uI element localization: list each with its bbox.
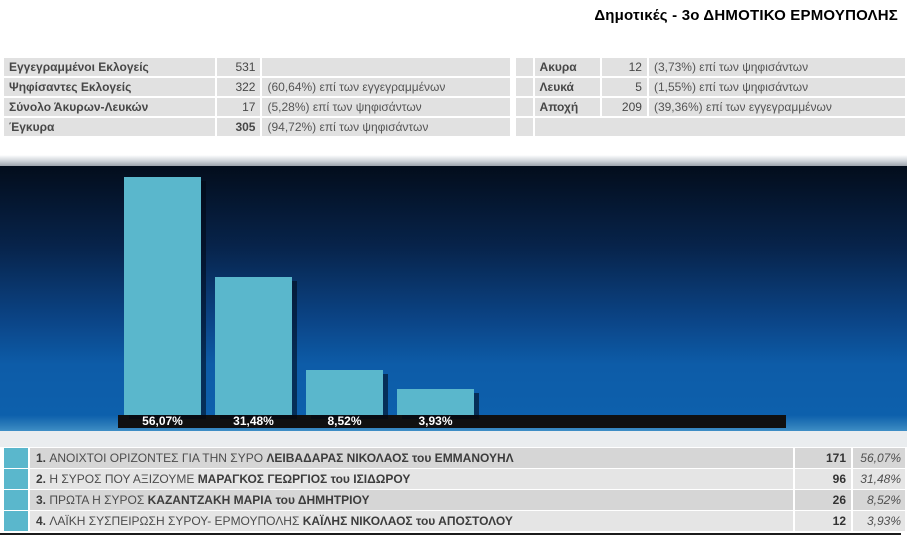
result-votes: 12 [795, 511, 851, 531]
party-color-swatch [4, 469, 28, 489]
chart-plot-area: 56,07% 31,48% 8,52% 3,93% [0, 166, 907, 431]
stat-spacer-cell [515, 118, 533, 136]
chart-bottom-margin [0, 431, 907, 447]
stat-row: Ακυρα 12 (3,73%) επί των ψηφισάντων [515, 58, 905, 76]
result-rank: 4. [36, 514, 50, 528]
results-table: 1. ΑΝΟΙΧΤΟΙ ΟΡΙΖΟΝΤΕΣ ΓΙΑ ΤΗΝ ΣΥΡΟ ΛΕΙΒΑ… [2, 447, 907, 532]
party-color-swatch [4, 448, 28, 468]
stat-value: 17 [216, 98, 261, 116]
chart-bar [215, 277, 292, 415]
stat-label: Ψηφίσαντες Εκλογείς [4, 78, 215, 96]
stat-note: (39,36%) επί των εγγεγραμμένων [648, 98, 905, 116]
party-swatch-cell [4, 448, 28, 468]
stat-row: Σύνολο Άκυρων-Λευκών 17 (5,28%) επί των ψη… [4, 98, 510, 116]
party-swatch-cell [4, 511, 28, 531]
result-votes: 171 [795, 448, 851, 468]
summary-table-left: Εγγεγραμμένοι Εκλογείς 531 Ψηφίσαντες Εκλο… [2, 56, 512, 138]
result-percent: 56,07% [853, 448, 905, 468]
candidate-name: ΚΑΖΑΝΤΖΑΚΗ ΜΑΡΙΑ του ΔΗΜΗΤΡΙΟΥ [147, 493, 370, 507]
stat-row: Ψηφίσαντες Εκλογείς 322 (60,64%) επί των ε… [4, 78, 510, 96]
stat-spacer-cell [515, 98, 533, 116]
candidate-name: ΚΑΪΛΗΣ ΝΙΚΟΛΑΟΣ του ΑΠΟΣΤΟΛΟΥ [302, 514, 513, 528]
result-row: 4. ΛΑΪΚΗ ΣΥΣΠΕΙΡΩΣΗ ΣΥΡΟΥ- ΕΡΜΟΥΠΟΛΗΣ ΚΑ… [4, 511, 905, 531]
stat-note [262, 58, 510, 76]
result-row: 2. Η ΣΥΡΟΣ ΠΟΥ ΑΞΙΖΟΥΜΕ ΜΑΡΑΓΚΟΣ ΓΕΩΡΓΙΟ… [4, 469, 905, 489]
stat-label: Σύνολο Άκυρων-Λευκών [4, 98, 215, 116]
stat-value: 305 [216, 118, 261, 136]
party-name: Η ΣΥΡΟΣ ΠΟΥ ΑΞΙΖΟΥΜΕ [49, 472, 198, 486]
stat-note: (94,72%) επί των ψηφισάντων [262, 118, 510, 136]
stat-label: Ακυρα [534, 58, 600, 76]
summary-table-right: Ακυρα 12 (3,73%) επί των ψηφισάντων Λευκά 5(… [514, 56, 907, 138]
result-votes: 96 [795, 469, 851, 489]
chart-bar [397, 389, 474, 415]
result-percent: 31,48% [853, 469, 905, 489]
party-swatch-cell [4, 469, 28, 489]
chart-bar-value-label: 56,07% [142, 414, 183, 428]
page-title: Δημοτικές - 3ο ΔΗΜΟΤΙΚΟ ΕΡΜΟΥΠΟΛΗΣ [594, 7, 898, 24]
stat-spacer-cell [515, 58, 533, 76]
stat-value: 531 [216, 58, 261, 76]
candidate-name: ΜΑΡΑΓΚΟΣ ΓΕΩΡΓΙΟΣ του ΙΣΙΔΩΡΟΥ [197, 472, 411, 486]
stat-spacer-cell [515, 78, 533, 96]
party-name: ΛΑΪΚΗ ΣΥΣΠΕΙΡΩΣΗ ΣΥΡΟΥ- ΕΡΜΟΥΠΟΛΗΣ [49, 514, 303, 528]
chart-label-strip [118, 415, 786, 428]
stat-row-empty [515, 118, 905, 136]
summary-stats: Εγγεγραμμένοι Εκλογείς 531 Ψηφίσαντες Εκλο… [2, 56, 907, 138]
result-row: 1. ΑΝΟΙΧΤΟΙ ΟΡΙΖΟΝΤΕΣ ΓΙΑ ΤΗΝ ΣΥΡΟ ΛΕΙΒΑ… [4, 448, 905, 468]
stat-value: 322 [216, 78, 261, 96]
candidate-name: ΛΕΙΒΑΔΑΡΑΣ ΝΙΚΟΛΑΟΣ του ΕΜΜΑΝΟΥΗΛ [266, 451, 514, 465]
stat-empty-cell [534, 118, 905, 136]
chart-top-edge [0, 155, 907, 166]
stat-note: (3,73%) επί των ψηφισάντων [648, 58, 905, 76]
party-color-swatch [4, 511, 28, 531]
result-rank: 3. [36, 493, 50, 507]
stat-label: Λευκά [534, 78, 600, 96]
stat-row: Λευκά 5 (1,55%) επί των ψηφισάντων [515, 78, 905, 96]
chart-bar [124, 177, 201, 415]
stat-value: 5 [601, 78, 647, 96]
chart-bar-value-label: 31,48% [233, 414, 274, 428]
stat-label: Αποχή [534, 98, 600, 116]
result-percent: 8,52% [853, 490, 905, 510]
result-rank: 2. [36, 472, 50, 486]
stat-value: 209 [601, 98, 647, 116]
party-name: ΠΡΩΤΑ Η ΣΥΡΟΣ [49, 493, 148, 507]
stat-note: (1,55%) επί των ψηφισάντων [648, 78, 905, 96]
bar-chart: 56,07% 31,48% 8,52% 3,93% [0, 155, 907, 431]
result-percent: 3,93% [853, 511, 905, 531]
party-color-swatch [4, 490, 28, 510]
chart-bar-value-label: 8,52% [327, 414, 362, 428]
party-name: ΑΝΟΙΧΤΟΙ ΟΡΙΖΟΝΤΕΣ ΓΙΑ ΤΗΝ ΣΥΡΟ [49, 451, 267, 465]
result-name-cell: 3. ΠΡΩΤΑ Η ΣΥΡΟΣ ΚΑΖΑΝΤΖΑΚΗ ΜΑΡΙΑ του ΔΗ… [30, 490, 794, 510]
table-bottom-border [0, 533, 901, 535]
party-swatch-cell [4, 490, 28, 510]
stat-row: Έγκυρα 305 (94,72%) επί των ψηφισάντων [4, 118, 510, 136]
result-row: 3. ΠΡΩΤΑ Η ΣΥΡΟΣ ΚΑΖΑΝΤΖΑΚΗ ΜΑΡΙΑ του ΔΗ… [4, 490, 905, 510]
stat-row: Εγγεγραμμένοι Εκλογείς 531 [4, 58, 510, 76]
stat-row: Αποχή 209 (39,36%) επί των εγγεγραμμένων [515, 98, 905, 116]
result-name-cell: 4. ΛΑΪΚΗ ΣΥΣΠΕΙΡΩΣΗ ΣΥΡΟΥ- ΕΡΜΟΥΠΟΛΗΣ ΚΑ… [30, 511, 794, 531]
stat-label: Έγκυρα [4, 118, 215, 136]
chart-bar-value-label: 3,93% [418, 414, 453, 428]
result-rank: 1. [36, 451, 50, 465]
result-name-cell: 1. ΑΝΟΙΧΤΟΙ ΟΡΙΖΟΝΤΕΣ ΓΙΑ ΤΗΝ ΣΥΡΟ ΛΕΙΒΑ… [30, 448, 794, 468]
result-name-cell: 2. Η ΣΥΡΟΣ ΠΟΥ ΑΞΙΖΟΥΜΕ ΜΑΡΑΓΚΟΣ ΓΕΩΡΓΙΟ… [30, 469, 794, 489]
stat-note: (5,28%) επί των ψηφισάντων [262, 98, 510, 116]
stat-note: (60,64%) επί των εγγεγραμμένων [262, 78, 510, 96]
stat-value: 12 [601, 58, 647, 76]
stat-label: Εγγεγραμμένοι Εκλογείς [4, 58, 215, 76]
chart-bar [306, 370, 383, 415]
result-votes: 26 [795, 490, 851, 510]
